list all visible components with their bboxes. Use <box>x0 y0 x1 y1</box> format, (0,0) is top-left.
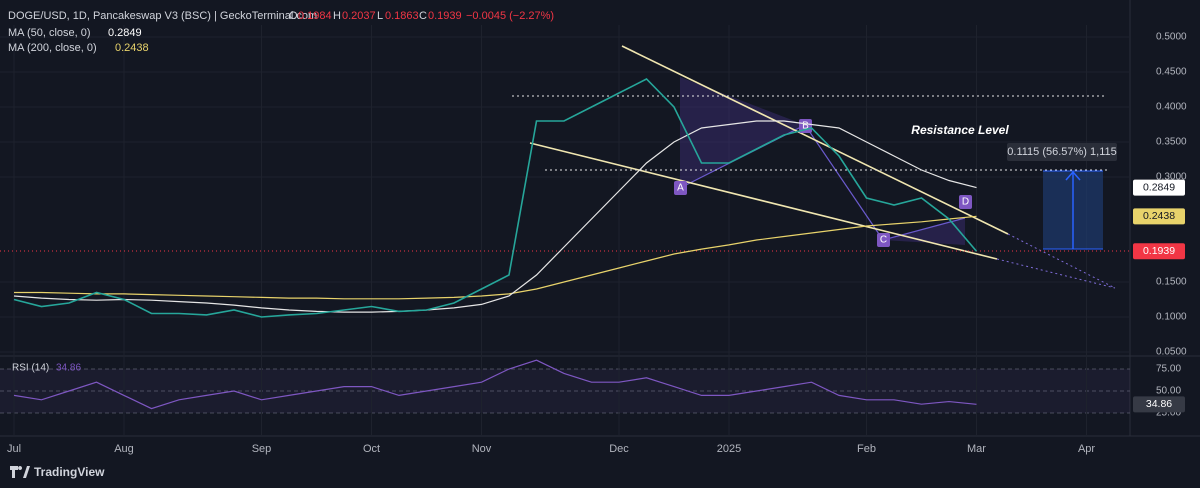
pattern-fill <box>680 77 965 245</box>
wedge-extension <box>996 258 1116 289</box>
y-tick-label: 0.5000 <box>1156 32 1187 43</box>
price-box <box>1133 243 1185 260</box>
legend-label: MA (50, close, 0) <box>8 27 91 39</box>
x-tick-label: Feb <box>857 443 876 455</box>
series-line <box>14 215 977 300</box>
legend-label: MA (200, close, 0) <box>8 42 97 54</box>
x-tick-label: Aug <box>114 443 134 455</box>
rsi-label: RSI (14) <box>12 363 49 374</box>
y-tick-label: 50.00 <box>1156 386 1181 397</box>
marker-bg <box>959 195 972 209</box>
marker-bg <box>877 233 890 247</box>
marker: B <box>802 121 809 132</box>
marker: D <box>962 197 969 208</box>
ohlc-label: L <box>377 10 383 22</box>
legend-value: 0.2438 <box>115 42 149 54</box>
y-tick-label: 0.3000 <box>1156 172 1187 183</box>
y-tick-label: 0.4000 <box>1156 102 1187 113</box>
price-box <box>1133 179 1185 196</box>
series-line <box>13 78 978 318</box>
y-tick-label: 0.0500 <box>1156 347 1187 358</box>
price-box-label: 0.2438 <box>1143 210 1175 222</box>
x-tick-label: Oct <box>363 443 380 455</box>
marker: C <box>880 235 887 246</box>
drawings: 0.1115 (56.57%) 1,115 Resistance Level A… <box>0 45 1130 289</box>
x-tick-label: Nov <box>472 443 492 455</box>
price-box-label: 34.86 <box>1146 398 1172 410</box>
marker: A <box>677 183 684 194</box>
ohlc-label: H <box>333 10 341 22</box>
price-box <box>1133 208 1185 225</box>
y-tick-label: 0.3500 <box>1156 137 1187 148</box>
rsi-band <box>0 369 1130 413</box>
ohlc-label: C <box>419 10 427 22</box>
x-tick-label: 2025 <box>717 443 741 455</box>
brand-logo <box>10 466 30 478</box>
series-line <box>13 120 977 313</box>
ohlc-value: 0.1939 <box>428 10 462 22</box>
x-tick-label: Dec <box>609 443 629 455</box>
rsi-value: 34.86 <box>56 363 81 374</box>
ohlc-value: 0.1863 <box>385 10 419 22</box>
y-tick-label: 0.1000 <box>1156 312 1187 323</box>
symbol-title: DOGE/USD, 1D, Pancakeswap V3 (BSC) | Gec… <box>8 10 317 22</box>
y-tick-label: 25.00 <box>1156 408 1181 419</box>
wedge-upper <box>621 45 1009 235</box>
wedge-lower <box>529 142 998 260</box>
brand-name[interactable]: TradingView <box>34 465 105 479</box>
change-value: −0.0045 (−2.27%) <box>466 10 554 22</box>
x-tick-label: Jul <box>7 443 21 455</box>
legend-value: 0.2849 <box>108 27 142 39</box>
ohlc-value: 0.2037 <box>342 10 376 22</box>
price-box-label: 0.1939 <box>1143 245 1175 257</box>
price-box <box>1133 396 1185 413</box>
y-tick-label: 0.4500 <box>1156 67 1187 78</box>
measure-label-bg <box>1007 143 1117 161</box>
ohlc-label: O <box>289 10 298 22</box>
y-tick-label: 75.00 <box>1156 364 1181 375</box>
measure-label: 0.1115 (56.57%) 1,115 <box>1007 146 1116 158</box>
measure-arrowhead <box>1065 170 1081 181</box>
x-tick-label: Apr <box>1078 443 1095 455</box>
x-tick-label: Sep <box>252 443 272 455</box>
ohlc-value: 0.1984 <box>298 10 332 22</box>
series-line <box>13 359 977 410</box>
x-tick-label: Mar <box>967 443 986 455</box>
marker-bg <box>674 181 687 195</box>
y-tick-label: 0.1500 <box>1156 277 1187 288</box>
price-box-label: 0.2849 <box>1143 181 1175 193</box>
resistance-label: Resistance Level <box>911 123 1009 137</box>
